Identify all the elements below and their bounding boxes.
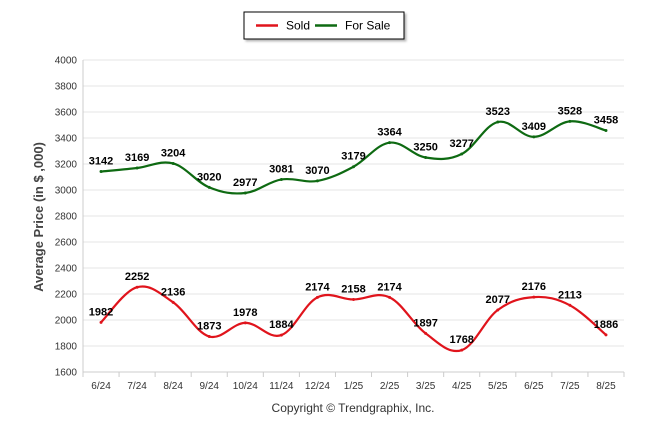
- data-label: 3250: [413, 142, 437, 154]
- data-label: 1886: [594, 319, 618, 331]
- data-label: 1768: [449, 334, 473, 346]
- y-tick-label: 2400: [55, 264, 78, 275]
- data-point: [460, 348, 464, 352]
- data-point: [279, 333, 283, 337]
- data-point: [424, 331, 428, 335]
- data-label: 3523: [486, 106, 510, 118]
- data-point: [135, 285, 139, 289]
- data-label: 3458: [594, 114, 618, 126]
- x-tick-label: 2/25: [380, 381, 400, 392]
- data-labels: 1982 2252 2136 1873 1978 1884 2174 2158 2174 1897…: [89, 105, 618, 346]
- data-point: [315, 179, 319, 183]
- data-point: [315, 295, 319, 299]
- x-tick-label: 11/24: [269, 381, 294, 392]
- data-point: [424, 156, 428, 159]
- data-label: 3528: [558, 105, 582, 117]
- x-tick-label: 3/25: [416, 381, 436, 392]
- data-label: 3020: [197, 171, 221, 183]
- data-label: 2174: [377, 281, 402, 293]
- data-label: 3169: [125, 152, 149, 164]
- data-point: [568, 303, 572, 307]
- data-point: [99, 320, 103, 324]
- legend: Sold For Sale: [243, 11, 405, 40]
- data-label: 3179: [341, 151, 365, 163]
- data-label: 2176: [522, 281, 546, 293]
- data-point: [604, 333, 608, 337]
- copyright-credit: Copyright © Trendgraphix, Inc.: [272, 401, 435, 415]
- data-point: [568, 119, 572, 123]
- y-axis-title: Average Price (in $ ,000): [31, 142, 46, 292]
- y-tick-label: 3200: [55, 160, 78, 171]
- data-label: 3277: [449, 138, 473, 150]
- data-point: [532, 135, 536, 139]
- data-point: [207, 185, 211, 189]
- data-label: 3081: [269, 163, 293, 175]
- data-label: 3364: [377, 127, 402, 139]
- y-tick-label: 4000: [55, 56, 78, 67]
- x-tick-label: 8/24: [163, 381, 183, 392]
- data-point: [207, 335, 211, 339]
- data-label: 2077: [486, 294, 510, 306]
- data-label: 1982: [89, 306, 113, 318]
- y-tick-label: 2200: [55, 290, 78, 301]
- data-label: 2252: [125, 271, 149, 283]
- data-point: [460, 152, 464, 156]
- y-tick-label: 2800: [55, 212, 78, 223]
- y-tick-label: 1600: [55, 368, 78, 379]
- data-point: [388, 141, 392, 145]
- data-point: [279, 177, 283, 181]
- x-tick-label: 7/25: [560, 381, 580, 392]
- data-point: [604, 128, 608, 132]
- data-point: [243, 321, 247, 325]
- x-tick-label: 12/24: [305, 381, 330, 392]
- y-tick-label: 3000: [55, 186, 78, 197]
- x-tick-label: 4/25: [452, 381, 472, 392]
- data-label: 2158: [341, 283, 365, 295]
- gridlines: [83, 59, 624, 373]
- x-tick-label: 8/25: [596, 381, 616, 392]
- data-label: 3070: [305, 165, 329, 177]
- data-label: 3409: [522, 121, 546, 133]
- data-point: [352, 297, 355, 301]
- x-tick-label: 5/25: [488, 381, 508, 392]
- data-point: [532, 295, 536, 299]
- data-label: 3204: [161, 147, 186, 159]
- data-point: [496, 308, 500, 312]
- legend-label: For Sale: [345, 19, 391, 33]
- x-tick-label: 1/25: [344, 381, 364, 392]
- series-lines: [99, 119, 608, 353]
- data-point: [496, 120, 500, 124]
- y-tick-label: 3600: [55, 108, 78, 119]
- data-point: [352, 165, 355, 169]
- data-label: 3142: [89, 156, 113, 168]
- data-label: 1978: [233, 307, 257, 319]
- data-point: [243, 191, 247, 195]
- x-tick-label: 9/24: [199, 381, 219, 392]
- y-tick-label: 3400: [55, 134, 78, 145]
- data-point: [171, 300, 175, 304]
- data-label: 1897: [413, 317, 437, 329]
- x-tick-label: 6/24: [91, 381, 111, 392]
- y-tick-label: 2600: [55, 238, 78, 249]
- x-tick-label: 10/24: [233, 381, 258, 392]
- data-label: 2977: [233, 177, 257, 189]
- y-tick-label: 3800: [55, 82, 78, 93]
- y-tick-label: 2000: [55, 316, 78, 327]
- data-point: [388, 295, 392, 299]
- data-point: [99, 170, 103, 174]
- data-point: [135, 166, 139, 170]
- data-label: 1884: [269, 319, 294, 331]
- legend-label: Sold: [286, 19, 310, 33]
- data-point: [171, 161, 175, 165]
- data-label: 2174: [305, 281, 330, 293]
- data-label: 2136: [161, 286, 185, 298]
- axes: 1600 1800 2000 2200 2400 2600 2800 3000 3200 3400…: [55, 56, 625, 392]
- data-label: 2113: [558, 289, 582, 301]
- x-tick-label: 6/25: [524, 381, 544, 392]
- y-tick-label: 1800: [55, 342, 78, 353]
- x-tick-label: 7/24: [127, 381, 147, 392]
- data-label: 1873: [197, 321, 221, 333]
